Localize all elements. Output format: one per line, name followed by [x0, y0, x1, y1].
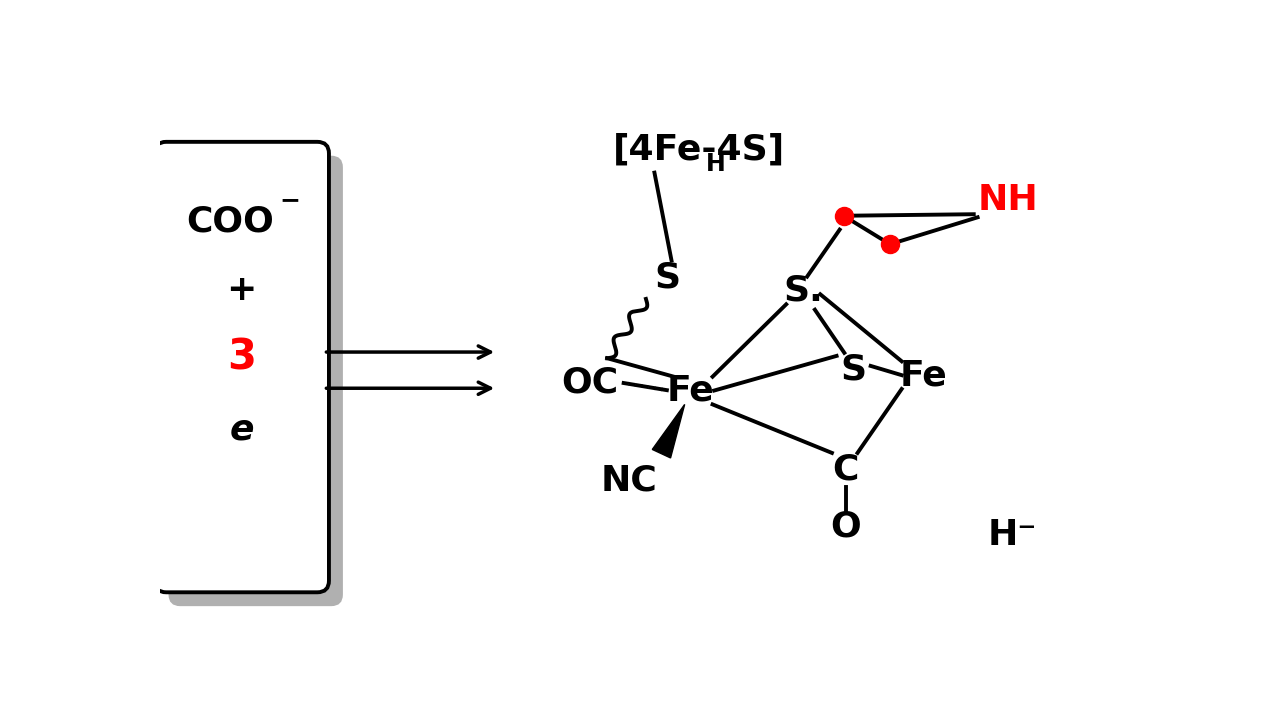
Text: e: e [229, 412, 253, 446]
Text: Fe: Fe [667, 374, 714, 408]
Text: OC: OC [562, 366, 618, 400]
Text: S.: S. [783, 274, 823, 307]
Text: H: H [707, 152, 726, 176]
Text: 3: 3 [228, 336, 256, 379]
Text: H⁻: H⁻ [988, 518, 1037, 552]
Text: COO: COO [186, 204, 274, 238]
Polygon shape [653, 405, 685, 458]
Text: NH: NH [978, 184, 1038, 217]
Text: S: S [841, 353, 867, 387]
Text: O: O [831, 510, 861, 544]
Text: +: + [227, 274, 257, 307]
Text: C: C [833, 453, 859, 487]
Text: S: S [654, 261, 681, 294]
Text: [4Fe-4S]: [4Fe-4S] [613, 132, 786, 166]
FancyBboxPatch shape [155, 142, 329, 593]
FancyBboxPatch shape [169, 156, 343, 606]
Text: Fe: Fe [900, 358, 947, 392]
Text: NC: NC [600, 464, 657, 498]
Text: −: − [279, 189, 301, 212]
